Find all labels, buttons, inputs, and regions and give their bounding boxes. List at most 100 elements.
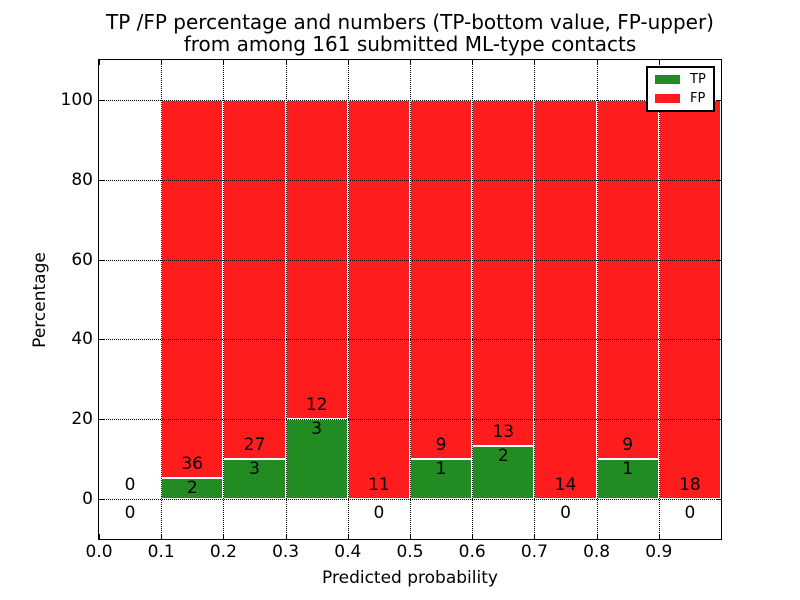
x-tick-top [223,60,225,65]
annotation-fp-count: 36 [181,454,204,475]
x-tick-bottom [223,534,225,539]
x-tick-top [596,60,598,65]
y-tick-left [99,419,104,421]
y-tick-label: 80 [71,169,93,190]
annotation-fp-count: 18 [679,475,701,496]
x-tick-bottom [658,534,660,539]
y-tick-right [716,179,721,181]
legend-label-fp: FP [690,91,706,106]
annotation-tp-count: 2 [497,445,509,466]
x-tick-bottom [596,534,598,539]
x-tick-bottom [285,534,287,539]
x-tick-bottom [161,534,163,539]
y-tick-left [99,499,104,501]
y-tick-right [716,99,721,101]
annotation-tp-count: 1 [622,459,634,480]
annotation-fp-count: 27 [243,435,266,456]
y-tick-label: 0 [82,489,93,510]
bar-tp [223,459,286,500]
annotation-fp-count: 12 [305,395,328,416]
y-tick-label: 40 [71,329,93,350]
x-tick-top [285,60,287,65]
chart-title-line1: TP /FP percentage and numbers (TP-bottom… [106,10,714,34]
annotation-tp-count: 0 [684,503,696,524]
annotation-tp-count: 0 [560,503,571,524]
x-axis-label: Predicted probability [322,568,498,588]
x-tick-label: 0.2 [209,542,237,562]
annotation-fp-count: 11 [368,475,390,496]
bar-fp [161,99,224,479]
bar-tp [410,459,473,500]
x-tick-top [658,60,660,65]
annotation-tp-count: 3 [249,459,260,480]
x-tick-top [347,60,349,65]
bar-fp [347,99,410,500]
legend: TP FP [646,66,715,112]
chart-title-line2: from among 161 submitted ML-type contact… [183,32,637,56]
annotation-fp-count: 0 [124,475,136,496]
x-tick-top [472,60,474,65]
x-tick-bottom [410,534,411,539]
y-tick-right [716,419,721,421]
gridline-x-0.5 [410,60,411,539]
x-tick-top [99,60,100,65]
y-tick-label: 20 [71,409,93,430]
x-tick-top [410,60,411,65]
legend-entry-tp: TP [655,72,706,87]
bar-fp [285,99,348,420]
y-tick-left [99,259,104,261]
bar-fp [472,99,535,446]
y-axis-label: Percentage [30,252,50,348]
annotation-tp-count: 0 [373,503,385,524]
bar-fp [410,99,473,460]
annotation-fp-count: 14 [554,475,577,496]
x-tick-bottom [99,534,100,539]
annotation-tp-count: 1 [435,459,447,480]
gridline-x-0.1 [161,60,163,539]
plot-area: 0 0 36 2 27 3 12 3 11 0 9 1 13 2 14 0 9 1 18 0 [98,59,722,540]
gridline-x-0.2 [223,60,225,539]
bar-tp [596,459,659,500]
y-tick-right [716,499,721,501]
bar-fp [658,99,721,500]
y-tick-left [99,339,104,341]
annotation-tp-count: 3 [311,419,323,440]
x-tick-label: 0.5 [396,542,424,562]
legend-label-tp: TP [690,72,706,87]
annotation-fp-count: 9 [435,435,447,456]
annotation-fp-count: 13 [492,421,515,442]
bar-fp [223,99,286,460]
tp-legend-swatch [655,75,680,84]
annotation-tp-count: 0 [124,503,136,524]
bar-tp [472,445,535,500]
gridline-x-0.9 [658,60,660,539]
x-tick-top [534,60,536,65]
annotation-fp-count: 9 [622,435,634,456]
x-tick-bottom [347,534,349,539]
legend-entry-fp: FP [655,91,706,106]
chart-title: TP /FP percentage and numbers (TP-bottom… [99,11,721,55]
x-tick-label: 0.7 [520,542,548,562]
x-tick-label: 0.4 [334,542,362,562]
y-tick-right [716,339,721,341]
x-tick-label: 0.0 [85,542,113,562]
y-tick-left [99,99,104,101]
fp-legend-swatch [655,94,680,103]
gridline-x-0.7 [534,60,536,539]
gridline-x-0.3 [285,60,287,539]
x-tick-label: 0.8 [583,542,611,562]
y-tick-right [716,259,721,261]
x-tick-label: 0.3 [272,542,300,562]
gridline-x-0.4 [347,60,349,539]
x-tick-top [161,60,163,65]
x-tick-bottom [472,534,474,539]
x-tick-bottom [534,534,536,539]
x-tick-label: 0.1 [147,542,175,562]
y-tick-label: 100 [60,89,93,110]
x-tick-label: 0.9 [645,542,673,562]
gridline-x-0.6 [472,60,474,539]
x-tick-label: 0.6 [458,542,486,562]
gridline-x-0.8 [596,60,598,539]
y-tick-label: 60 [71,249,93,270]
